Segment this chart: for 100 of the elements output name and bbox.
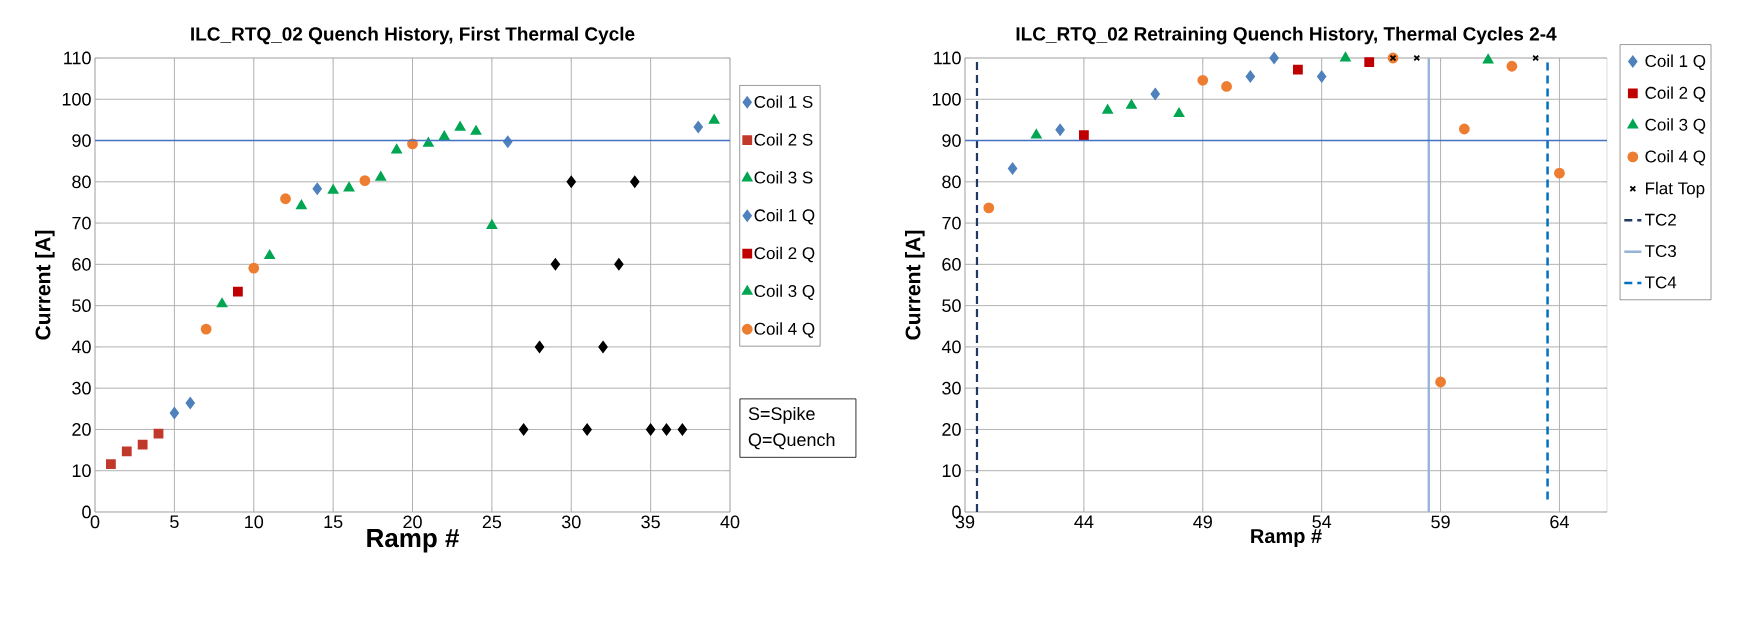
point bbox=[708, 114, 720, 124]
point bbox=[327, 184, 339, 194]
y-tick-label: 70 bbox=[72, 216, 91, 230]
point bbox=[1079, 130, 1089, 141]
point bbox=[661, 423, 672, 436]
point bbox=[391, 144, 402, 154]
x-tick-label: 44 bbox=[1074, 515, 1094, 528]
y-tick-label: 110 bbox=[934, 51, 961, 65]
point bbox=[312, 182, 322, 195]
y-tick-label: 30 bbox=[942, 381, 961, 395]
point bbox=[1364, 57, 1375, 68]
point bbox=[1458, 123, 1470, 135]
y-tick-label: 80 bbox=[942, 175, 961, 189]
point bbox=[1126, 99, 1137, 109]
point bbox=[983, 202, 995, 214]
point bbox=[1031, 129, 1042, 139]
legend-label: Coil 1 S bbox=[754, 95, 813, 108]
x-tick-label: 54 bbox=[1312, 515, 1332, 529]
point bbox=[1506, 60, 1518, 72]
x-tick-label: 15 bbox=[324, 515, 343, 529]
point bbox=[216, 298, 228, 308]
y-tick-label: 70 bbox=[942, 216, 961, 230]
y-tick-label: 110 bbox=[64, 51, 91, 65]
legend-label: TC4 bbox=[1645, 276, 1677, 289]
legend-label: Coil 1 Q bbox=[754, 208, 815, 225]
point bbox=[630, 175, 640, 188]
point bbox=[137, 439, 148, 450]
y-tick-label: 40 bbox=[941, 340, 961, 354]
point bbox=[614, 258, 624, 271]
point bbox=[582, 423, 592, 436]
y-tick-label: 50 bbox=[942, 299, 961, 312]
x-tick-label: 30 bbox=[561, 515, 581, 529]
y-tick-label: 60 bbox=[942, 257, 961, 271]
x-tick-label: 35 bbox=[641, 515, 660, 529]
point bbox=[264, 249, 275, 260]
x-tick-label: 40 bbox=[720, 515, 740, 529]
legend-label: Coil 3 Q bbox=[754, 284, 815, 301]
point bbox=[645, 423, 656, 436]
point bbox=[1435, 376, 1446, 388]
legend-label: Coil 1 Q bbox=[1645, 54, 1706, 71]
y-tick-label: 50 bbox=[72, 299, 91, 312]
point bbox=[248, 262, 260, 274]
point bbox=[169, 407, 180, 419]
x-axis-title: Ramp # bbox=[367, 529, 460, 553]
y-tick-label: 0 bbox=[82, 505, 91, 519]
point bbox=[105, 459, 116, 470]
y-tick-label: 90 bbox=[72, 134, 91, 147]
point bbox=[1221, 81, 1232, 92]
y-axis-title: Current [A] bbox=[905, 230, 925, 340]
point bbox=[1007, 162, 1018, 175]
text: S=Spike bbox=[748, 406, 815, 424]
point bbox=[1317, 70, 1327, 83]
x-tick-label: 49 bbox=[1193, 515, 1212, 529]
x-tick-label: 59 bbox=[1431, 515, 1450, 529]
point bbox=[280, 193, 291, 205]
y-axis-title: Current [A] bbox=[35, 230, 55, 340]
point bbox=[439, 130, 450, 141]
x-tick-label: 20 bbox=[403, 515, 422, 529]
point bbox=[200, 323, 212, 335]
point bbox=[375, 171, 386, 181]
y-tick-label: 80 bbox=[72, 175, 91, 189]
legend-label: TC3 bbox=[1645, 245, 1676, 258]
legend-label: Coil 2 Q bbox=[1645, 86, 1706, 102]
legend-label: Coil 2 S bbox=[754, 133, 813, 146]
chart-title: ILC_RTQ_02 Retraining Quench History, Thermal Cycles 2-4 bbox=[1016, 26, 1557, 45]
point bbox=[1150, 88, 1160, 100]
point bbox=[1197, 74, 1209, 86]
y-tick-label: 60 bbox=[72, 257, 91, 271]
y-tick-label: 10 bbox=[942, 464, 961, 478]
y-tick-label: 90 bbox=[942, 134, 961, 147]
point bbox=[232, 286, 243, 297]
point bbox=[296, 199, 307, 210]
point bbox=[677, 423, 688, 436]
point bbox=[1482, 54, 1494, 64]
point bbox=[518, 423, 529, 436]
point bbox=[1173, 107, 1185, 118]
point bbox=[359, 175, 371, 186]
point bbox=[534, 341, 545, 353]
point bbox=[1102, 104, 1113, 114]
point bbox=[550, 258, 561, 271]
point bbox=[407, 138, 418, 150]
legend-label: Flat Top bbox=[1646, 181, 1705, 198]
legend-label: TC2 bbox=[1645, 213, 1676, 226]
point bbox=[598, 341, 608, 353]
x-tick-label: 64 bbox=[1550, 515, 1569, 529]
point bbox=[693, 121, 703, 133]
point bbox=[486, 219, 498, 229]
y-tick-label: 20 bbox=[72, 423, 91, 436]
legend-label: Coil 4 Q bbox=[754, 322, 815, 338]
legend-label: Coil 4 Q bbox=[1645, 150, 1706, 166]
point bbox=[1293, 64, 1303, 75]
y-tick-label: 100 bbox=[932, 92, 961, 106]
legend-label: Coil 3 Q bbox=[1645, 118, 1706, 134]
point bbox=[470, 125, 482, 135]
point bbox=[1554, 167, 1565, 179]
y-tick-label: 10 bbox=[72, 464, 91, 478]
y-tick-label: 30 bbox=[72, 381, 91, 395]
y-tick-label: 100 bbox=[62, 92, 91, 106]
point bbox=[1055, 123, 1065, 136]
x-tick-label: 10 bbox=[245, 515, 264, 529]
